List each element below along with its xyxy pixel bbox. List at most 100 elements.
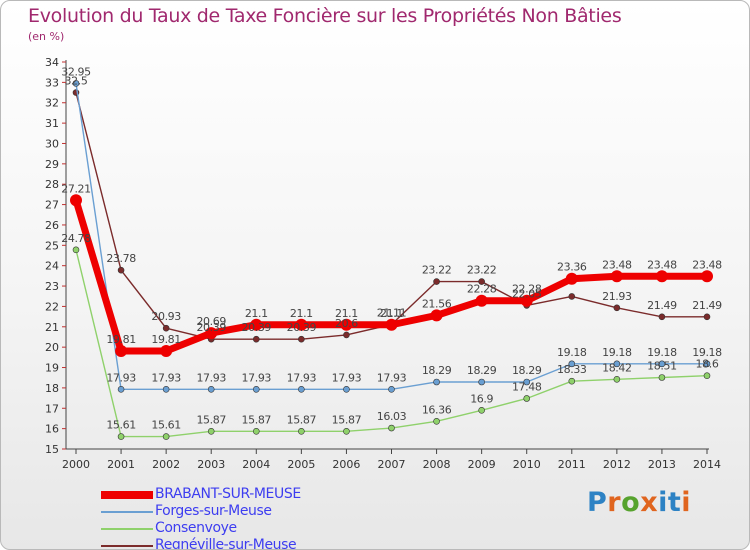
data-label: 17.93	[196, 371, 226, 384]
data-point	[250, 318, 263, 331]
unit-label: (en %)	[28, 30, 65, 43]
data-label: 18.42	[602, 361, 632, 374]
y-tick-label: 26	[45, 219, 59, 232]
data-point	[115, 345, 128, 358]
data-label: 17.48	[512, 380, 542, 393]
data-point	[613, 360, 621, 368]
data-label: 23.78	[106, 252, 136, 265]
data-label: 18.29	[467, 364, 497, 377]
logo-letter: i	[681, 487, 692, 518]
y-tick-label: 17	[45, 402, 59, 415]
data-point	[433, 417, 440, 425]
data-label: 20.6	[335, 317, 358, 330]
x-tick-label: 2002	[152, 458, 180, 471]
data-point	[430, 309, 443, 322]
chart-title: Evolution du Taux de Taxe Foncière sur l…	[28, 5, 622, 27]
data-label: 15.87	[287, 413, 317, 426]
data-point	[343, 331, 350, 339]
x-tick-label: 2009	[468, 458, 496, 471]
legend-label: BRABANT-SUR-MEUSE	[155, 486, 301, 502]
data-point	[252, 386, 260, 393]
data-label: 18.29	[422, 364, 452, 377]
data-point	[162, 433, 170, 440]
data-point	[703, 372, 711, 379]
data-point	[388, 386, 395, 393]
logo-letter: r	[607, 487, 622, 518]
data-point	[117, 386, 125, 393]
data-point	[298, 427, 305, 435]
data-point	[658, 374, 666, 381]
data-point	[610, 270, 623, 283]
data-point	[478, 378, 485, 386]
data-point	[207, 386, 215, 393]
data-label: 20.39	[242, 321, 272, 334]
data-point	[523, 378, 531, 386]
data-label: 15.61	[151, 419, 181, 432]
logo-letter: o	[621, 487, 641, 518]
data-label: 17.93	[377, 371, 407, 384]
data-label: 21.1	[245, 307, 268, 320]
data-label: 23.48	[692, 258, 722, 271]
legend-swatch	[101, 528, 153, 530]
data-label: 21.1	[290, 307, 313, 320]
data-point	[478, 278, 485, 285]
data-label: 17.93	[332, 371, 362, 384]
data-label: 19.81	[151, 333, 181, 346]
y-tick-label: 34	[45, 56, 59, 69]
data-label: 21.49	[692, 299, 722, 312]
logo-letter: P	[587, 487, 608, 518]
data-label: 21.93	[602, 290, 632, 303]
data-point	[433, 278, 440, 285]
legend-label: Forges-sur-Meuse	[155, 503, 272, 519]
data-point	[72, 80, 80, 87]
data-label: 15.61	[106, 419, 136, 432]
y-tick-label: 29	[45, 158, 59, 171]
data-point	[72, 246, 80, 254]
data-label: 21.1	[380, 307, 403, 320]
data-label: 32.95	[61, 65, 91, 78]
data-point	[117, 266, 125, 274]
y-tick-label: 25	[45, 239, 59, 252]
data-label: 27.21	[61, 182, 91, 195]
data-label: 17.93	[242, 371, 272, 384]
legend-swatch	[101, 545, 153, 547]
data-point	[388, 424, 395, 432]
data-point	[478, 406, 485, 414]
x-tick-label: 2012	[603, 458, 631, 471]
x-tick-label: 2013	[648, 458, 676, 471]
y-tick-label: 33	[45, 76, 59, 89]
y-tick-label: 15	[45, 443, 59, 456]
data-label: 19.18	[692, 346, 722, 359]
data-label: 20.39	[196, 321, 226, 334]
data-label: 17.93	[287, 371, 317, 384]
proxiti-logo: Proxiti	[587, 487, 691, 518]
x-tick-label: 2004	[242, 458, 270, 471]
data-point	[298, 335, 305, 343]
legend-label: Regnéville-sur-Meuse	[155, 537, 297, 550]
data-point	[295, 318, 308, 331]
data-point	[613, 376, 621, 383]
data-point	[613, 304, 621, 312]
data-label: 16.03	[377, 410, 407, 423]
y-tick-label: 23	[45, 280, 59, 293]
data-point	[252, 335, 260, 343]
data-label: 15.87	[332, 413, 362, 426]
data-label: 23.48	[647, 258, 677, 271]
data-point	[252, 427, 260, 435]
x-tick-label: 2008	[423, 458, 451, 471]
data-label: 21.56	[422, 297, 452, 310]
data-point	[565, 272, 578, 285]
y-tick-label: 27	[45, 199, 59, 212]
data-label: 16.9	[470, 392, 493, 405]
x-tick-label: 2005	[287, 458, 315, 471]
data-point	[655, 270, 668, 283]
logo-letter: t	[667, 487, 682, 518]
data-label: 32.5	[65, 75, 88, 88]
data-point	[117, 433, 125, 440]
data-label: 23.22	[422, 264, 452, 277]
x-tick-label: 2006	[332, 458, 360, 471]
logo-letter: i	[658, 487, 668, 518]
x-tick-label: 2010	[513, 458, 541, 471]
